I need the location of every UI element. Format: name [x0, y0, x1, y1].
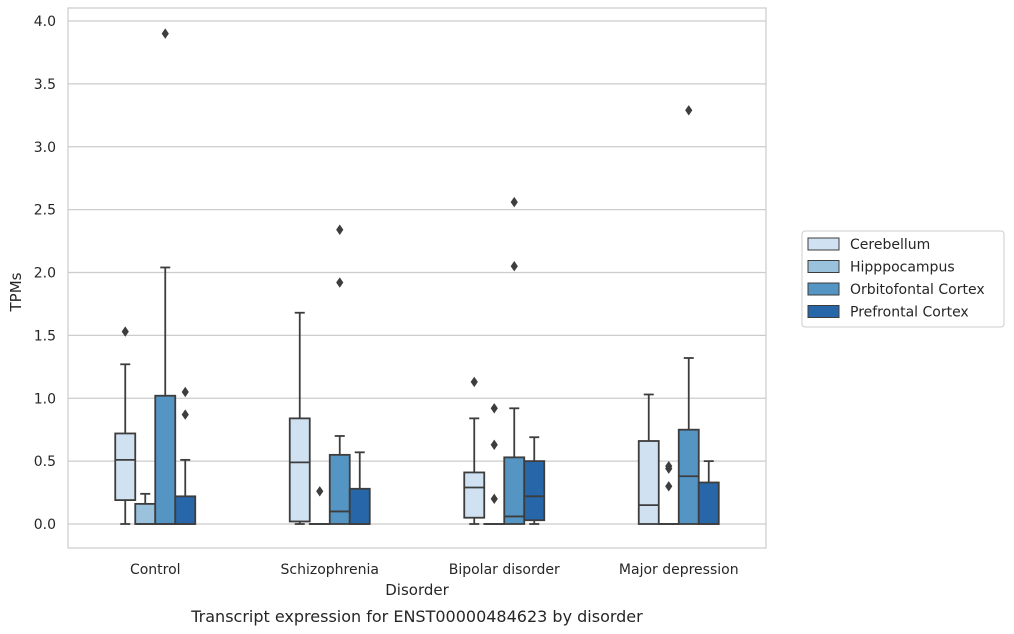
box	[154, 394, 177, 525]
legend-swatch	[807, 260, 840, 273]
box	[697, 481, 720, 525]
box	[463, 471, 486, 519]
y-tick-label: 1.0	[34, 391, 56, 407]
box	[523, 460, 546, 522]
box	[503, 456, 526, 525]
chart-caption: Transcript expression for ENST0000048462…	[190, 607, 643, 626]
legend-entry-label: Orbitofontal Cortex	[850, 282, 985, 298]
x-tick-label: Schizophrenia	[281, 562, 379, 578]
outlier-point	[665, 460, 673, 472]
outlier-point	[510, 196, 518, 208]
outlier-point	[181, 386, 189, 398]
box	[328, 453, 351, 525]
legend-entry-label: Hipppocampus	[850, 260, 955, 276]
outlier-point	[510, 261, 518, 272]
box	[348, 487, 371, 525]
plot-area-frame	[67, 7, 767, 549]
outlier-point	[685, 105, 693, 116]
series-prefrontal-cortex	[174, 386, 720, 525]
x-tick-label: Control	[130, 562, 181, 578]
outlier-point	[161, 28, 169, 39]
outlier-point	[181, 409, 189, 420]
series-hipppocampus	[134, 403, 680, 525]
outlier-point	[336, 224, 344, 235]
outlier-point	[490, 493, 498, 505]
legend-swatch	[807, 237, 840, 251]
outlier-point	[490, 403, 498, 414]
box	[288, 417, 311, 523]
box	[637, 440, 660, 525]
outlier-point	[336, 277, 344, 288]
y-axis-title: TPMs	[7, 272, 25, 312]
outlier-point	[665, 481, 673, 492]
y-tick-label: 2.5	[34, 203, 56, 219]
outlier-point	[121, 326, 129, 337]
y-tick-label: 0.5	[34, 454, 56, 470]
box	[174, 495, 197, 525]
legend-entry-label: Cerebellum	[850, 237, 930, 253]
legend-swatch	[807, 305, 840, 318]
x-axis-title: Disorder	[385, 581, 449, 599]
outlier-point	[470, 376, 478, 388]
x-tick-labels: Control Schizophrenia Bipolar disorder Majo…	[130, 562, 739, 578]
x-tick-label: Major depression	[619, 562, 739, 578]
series-cerebellum	[114, 311, 660, 525]
legend-swatch	[807, 282, 840, 296]
y-tick-label: 2.0	[34, 266, 56, 282]
y-tick-label: 4.0	[34, 14, 56, 30]
box-series-group	[114, 28, 720, 525]
x-tick-label: Bipolar disorder	[449, 562, 560, 578]
box	[134, 502, 157, 525]
legend-entry-label: Prefrontal Cortex	[850, 305, 969, 321]
outlier-point	[316, 486, 324, 497]
y-tick-label: 0.0	[34, 517, 56, 533]
y-tick-label: 1.5	[34, 328, 56, 344]
box	[114, 432, 137, 502]
outlier-point	[490, 439, 498, 450]
legend-frame	[801, 230, 1005, 328]
y-tick-label: 3.5	[34, 77, 56, 93]
legend: Cerebellum Hipppocampus Orbitofontal Corte…	[801, 230, 1005, 328]
y-tick-label: 3.0	[34, 140, 56, 156]
y-tick-labels: 0.0 0.5 1.0 1.5 2.0 2.5 3.0 3.5 4.0	[34, 14, 56, 533]
